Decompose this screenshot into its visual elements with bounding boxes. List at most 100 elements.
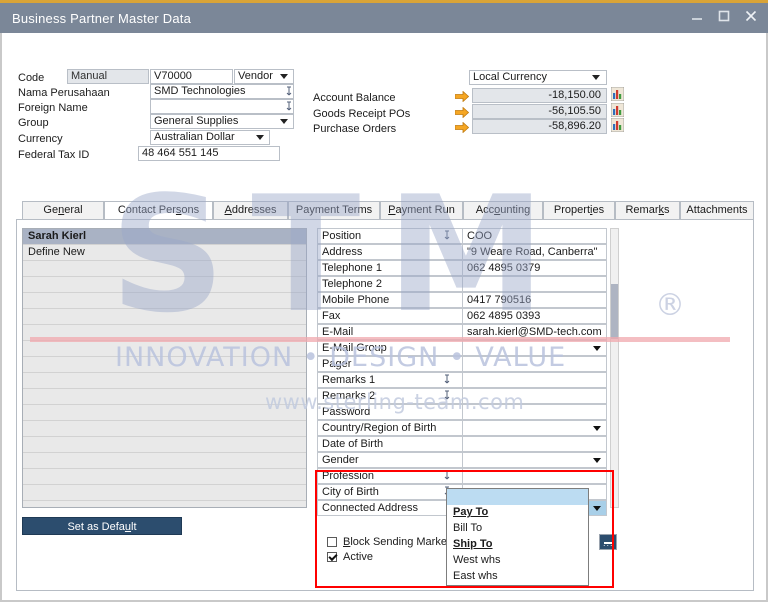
tab-addresses[interactable]: Addresses — [213, 201, 288, 220]
chevron-down-icon[interactable] — [256, 135, 264, 140]
list-item[interactable] — [23, 437, 306, 453]
list-item[interactable] — [23, 325, 306, 341]
dropdown-option[interactable]: West whs — [453, 554, 501, 566]
list-item[interactable] — [23, 453, 306, 469]
field-value[interactable] — [462, 436, 607, 452]
dropdown-option[interactable]: East whs — [453, 570, 498, 582]
chevron-down-icon[interactable] — [593, 426, 601, 431]
dropdown-option[interactable]: Ship To — [453, 538, 493, 550]
chevron-down-icon[interactable] — [593, 458, 601, 463]
field-value[interactable]: COO — [462, 228, 607, 244]
list-item[interactable] — [23, 405, 306, 421]
list-item[interactable] — [23, 261, 306, 277]
field-label: E-Mail — [317, 324, 432, 340]
link-arrow-icon[interactable] — [443, 470, 451, 484]
tab-remarks[interactable]: Remarks — [615, 201, 680, 220]
field-value[interactable] — [462, 372, 607, 388]
link-arrow-icon[interactable] — [285, 86, 293, 97]
scrollbar-thumb[interactable] — [611, 284, 618, 339]
list-item[interactable] — [23, 485, 306, 501]
link-arrow-icon[interactable] — [443, 374, 451, 388]
field-value[interactable] — [462, 404, 607, 420]
drill-down-arrow-icon[interactable] — [454, 121, 470, 134]
link-arrow-icon[interactable] — [285, 101, 293, 112]
list-item[interactable]: Sarah Kierl — [23, 229, 306, 245]
list-item[interactable] — [23, 469, 306, 485]
field-label: Fax — [317, 308, 432, 324]
field-label: Date of Birth — [317, 436, 432, 452]
list-item[interactable] — [23, 293, 306, 309]
field-value[interactable] — [462, 276, 607, 292]
field-row-fax: Fax 062 4895 0393 — [317, 308, 607, 324]
drill-down-arrow-icon[interactable] — [454, 106, 470, 119]
chevron-down-icon[interactable] — [593, 346, 601, 351]
list-item[interactable] — [23, 357, 306, 373]
currency-select[interactable]: Australian Dollar — [150, 130, 270, 145]
field-value[interactable]: 0417 790516 — [462, 292, 607, 308]
field-value[interactable] — [462, 452, 607, 468]
field-value[interactable]: 062 4895 0379 — [462, 260, 607, 276]
tab-properties[interactable]: Properties — [543, 201, 615, 220]
field-value[interactable] — [462, 388, 607, 404]
chevron-down-icon[interactable] — [592, 75, 600, 80]
link-arrow-icon[interactable] — [443, 390, 451, 404]
field-value[interactable] — [462, 340, 607, 356]
chevron-down-icon[interactable] — [280, 74, 288, 79]
partner-type-select[interactable]: Vendor — [234, 69, 294, 84]
dropdown-option[interactable] — [447, 489, 588, 505]
field-row-password: Password — [317, 404, 607, 420]
link-arrow-icon[interactable] — [443, 230, 451, 244]
field-label: Telephone 2 — [317, 276, 432, 292]
tab-payment-run[interactable]: Payment Run — [380, 201, 463, 220]
chart-icon[interactable] — [610, 117, 625, 133]
tab-payment-terms[interactable]: Payment Terms — [288, 201, 380, 220]
dropdown-option[interactable]: Bill To — [453, 522, 483, 534]
more-options-label: ... — [603, 538, 614, 548]
chevron-down-icon[interactable] — [593, 506, 601, 511]
set-as-default-button[interactable]: Set as Default — [22, 517, 182, 535]
foreign-name-field[interactable] — [150, 99, 294, 114]
list-item[interactable] — [23, 421, 306, 437]
field-value[interactable]: sarah.kierl@SMD-tech.com — [462, 324, 607, 340]
field-gap — [432, 324, 462, 340]
chevron-down-icon[interactable] — [280, 119, 288, 124]
field-value[interactable]: "9 Weare Road, Canberra" — [462, 244, 607, 260]
drill-down-arrow-icon[interactable] — [454, 90, 470, 103]
list-item[interactable]: Define New — [23, 245, 306, 261]
tab-accounting[interactable]: Accounting — [463, 201, 543, 220]
field-row-address: Address "9 Weare Road, Canberra" — [317, 244, 607, 260]
code-mode-field[interactable]: Manual — [67, 69, 149, 84]
form-scrollbar[interactable] — [610, 228, 619, 508]
minimize-button[interactable] — [690, 9, 704, 23]
local-currency-select[interactable]: Local Currency — [469, 70, 607, 85]
field-value[interactable]: 062 4895 0393 — [462, 308, 607, 324]
connected-address-dropdown[interactable]: Pay To Bill To Ship To West whs East whs — [446, 488, 589, 586]
field-value[interactable] — [462, 468, 607, 484]
field-value[interactable] — [462, 356, 607, 372]
field-row-pager: Pager — [317, 356, 607, 372]
group-select[interactable]: General Supplies — [150, 114, 294, 129]
more-options-button[interactable]: ... — [599, 534, 617, 550]
tab-contact-persons[interactable]: Contact Persons — [104, 201, 213, 220]
field-row-email: E-Mail sarah.kierl@SMD-tech.com — [317, 324, 607, 340]
block-marketing-checkbox[interactable] — [327, 537, 337, 547]
purchase-orders-label: Purchase Orders — [313, 123, 397, 135]
contacts-grid[interactable]: Sarah Kierl Define New — [22, 228, 307, 508]
list-item[interactable] — [23, 389, 306, 405]
active-checkbox[interactable] — [327, 552, 337, 562]
field-value[interactable] — [462, 420, 607, 436]
close-button[interactable] — [744, 9, 758, 23]
list-item[interactable] — [23, 341, 306, 357]
dropdown-option[interactable]: Pay To — [453, 506, 489, 518]
code-value-field[interactable]: V70000 — [150, 69, 233, 84]
list-item[interactable] — [23, 309, 306, 325]
chart-icon[interactable] — [610, 102, 625, 118]
federal-tax-id-field[interactable]: 48 464 551 145 — [138, 146, 280, 161]
tab-attachments[interactable]: Attachments — [680, 201, 754, 220]
list-item[interactable] — [23, 373, 306, 389]
company-name-field[interactable]: SMD Technologies — [150, 84, 294, 99]
list-item[interactable] — [23, 277, 306, 293]
tab-general[interactable]: General — [22, 201, 104, 220]
maximize-button[interactable] — [717, 9, 731, 23]
chart-icon[interactable] — [610, 86, 625, 102]
